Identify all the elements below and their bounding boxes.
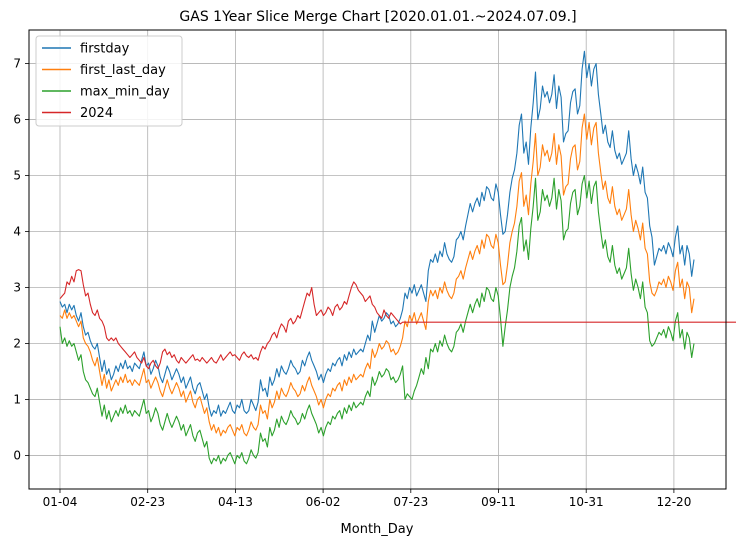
legend-label: firstday <box>80 42 130 57</box>
x-tick-label: 02-23 <box>130 495 165 509</box>
x-tick-label: 01-04 <box>43 495 78 509</box>
y-tick-label: 0 <box>13 448 21 462</box>
x-tick-label: 06-02 <box>306 495 341 509</box>
x-tick-label: 09-11 <box>481 495 516 509</box>
legend-box <box>35 35 183 127</box>
y-tick-label: 7 <box>13 57 21 71</box>
series-line-2024 <box>59 269 736 370</box>
legend-label: 2024 <box>80 106 113 121</box>
chart-title: GAS 1Year Slice Merge Chart [2020.01.01.… <box>179 9 576 25</box>
series-line-firstday <box>59 50 695 417</box>
y-tick-label: 5 <box>13 169 21 183</box>
x-tick-label: 10-31 <box>569 495 604 509</box>
y-axis-ticks: 0 1 2 3 4 5 6 7 <box>13 57 29 462</box>
plot-frame <box>28 29 727 490</box>
series-line-first-last-day <box>59 113 695 437</box>
legend-label: first_last_day <box>80 63 166 78</box>
y-tick-label: 6 <box>13 113 21 127</box>
x-tick-label: 04-13 <box>218 495 253 509</box>
x-tick-label: 07-23 <box>393 495 428 509</box>
y-tick-label: 1 <box>13 392 21 406</box>
series-layer <box>59 50 736 465</box>
y-tick-label: 2 <box>13 336 21 350</box>
series-line-max-min-day <box>59 174 695 465</box>
legend: firstday first_last_day max_min_day 2024 <box>35 35 183 127</box>
y-tick-label: 3 <box>13 280 21 294</box>
x-tick-label: 12-20 <box>656 495 691 509</box>
legend-label: max_min_day <box>80 85 170 100</box>
grid <box>29 30 726 489</box>
y-tick-label: 4 <box>13 225 21 239</box>
x-axis-label: Month_Day <box>341 522 414 537</box>
x-axis-ticks: 01-04 02-23 04-13 06-02 07-23 09-11 10-31 12-20 <box>43 489 691 509</box>
